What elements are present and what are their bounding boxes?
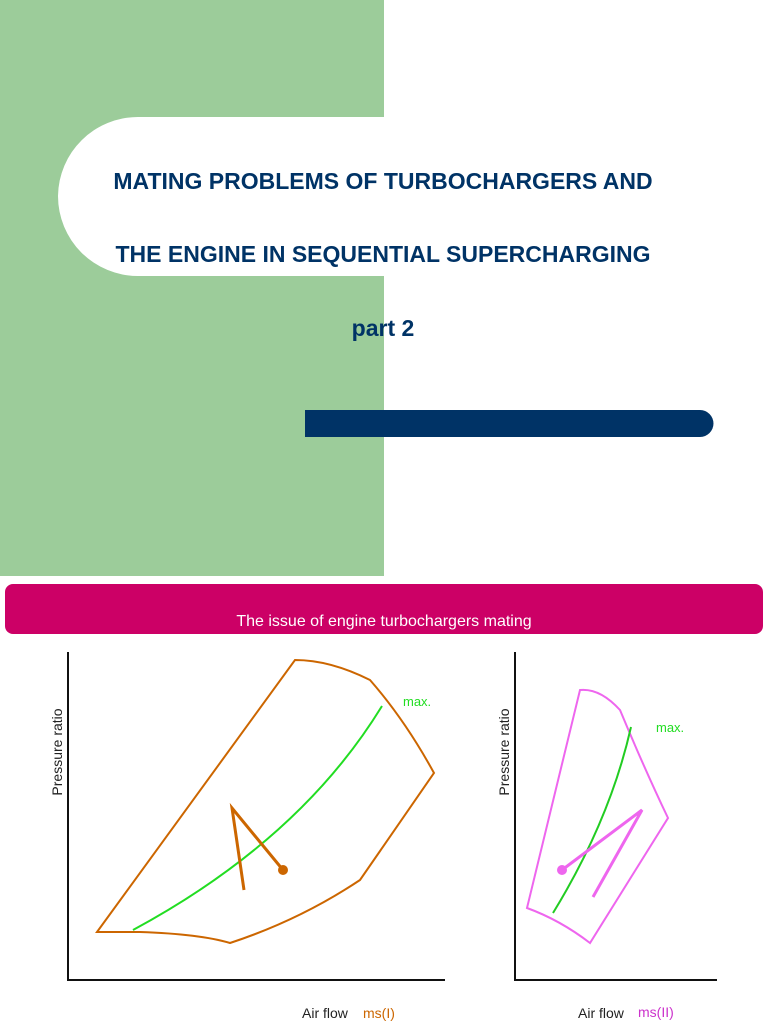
x-symbol: ms(II): [638, 1004, 674, 1020]
x-symbol: ms(I): [363, 1005, 395, 1021]
x-label: Air flow: [302, 1005, 349, 1021]
banner-text: The issue of engine turbochargers mating: [236, 613, 531, 630]
subtitle: part 2: [352, 315, 415, 341]
axes: [67, 652, 445, 981]
operating-point: [557, 865, 567, 875]
compressor-map: [95, 658, 436, 945]
y-label: Pressure ratio: [496, 708, 512, 795]
x-label: Air flow: [578, 1005, 625, 1021]
axes: [514, 652, 717, 981]
max-curve: [132, 705, 383, 931]
accent-bar: [305, 410, 714, 437]
compressor-map: [525, 688, 670, 945]
operating-line: [229, 802, 285, 891]
operating-line: [561, 808, 644, 898]
max-curve: [552, 726, 632, 914]
curve-label: max.: [656, 720, 684, 735]
y-label: Pressure ratio: [49, 708, 65, 795]
operating-point: [278, 865, 288, 875]
green-panel: [0, 0, 384, 576]
title-line: THE ENGINE IN SEQUENTIAL SUPERCHARGING: [115, 241, 650, 267]
curve-label: max.: [403, 694, 431, 709]
banner: [5, 584, 763, 634]
title-panel: [58, 117, 768, 276]
title-line: MATING PROBLEMS OF TURBOCHARGERS AND: [113, 168, 652, 194]
